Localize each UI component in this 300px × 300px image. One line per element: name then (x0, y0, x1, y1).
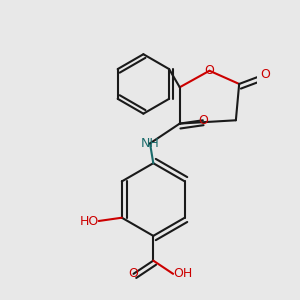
Text: O: O (205, 64, 214, 77)
Text: OH: OH (173, 267, 192, 280)
Text: NH: NH (141, 137, 159, 150)
Text: O: O (198, 114, 208, 127)
Text: O: O (261, 68, 271, 80)
Text: O: O (129, 267, 138, 280)
Text: HO: HO (80, 214, 99, 227)
